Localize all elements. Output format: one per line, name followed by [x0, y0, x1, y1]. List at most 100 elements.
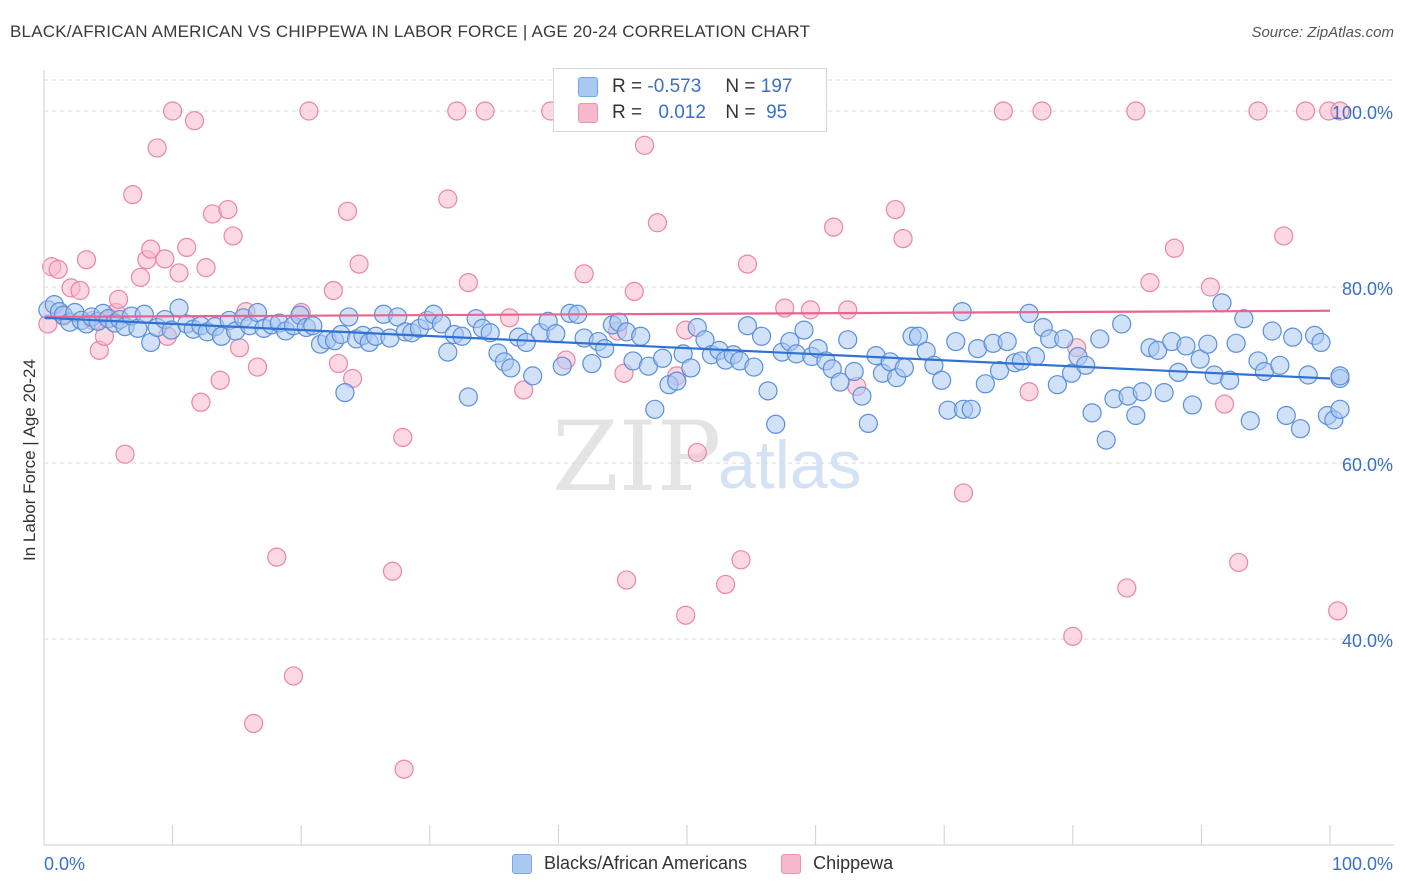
chippewa-point [247, 357, 268, 377]
chippewa-point [76, 250, 97, 270]
chippewa-point [499, 308, 520, 328]
chippewa-point [1229, 552, 1249, 573]
x-tick-label-max: 100.0% [1332, 854, 1393, 874]
black-point [335, 383, 355, 403]
black-point [932, 370, 952, 390]
series-label-black: Blacks/African Americans [544, 853, 748, 873]
chippewa-point [574, 264, 594, 284]
black-point [1025, 346, 1046, 367]
legend-swatch-black [578, 77, 598, 97]
series-legend-black: Blacks/African Americans [512, 853, 747, 874]
chippewa-point [244, 713, 264, 734]
series-legend-chippewa: Chippewa [781, 853, 893, 874]
chippewa-point [141, 239, 161, 259]
chippewa-point [731, 550, 751, 570]
black-point [1076, 355, 1096, 375]
chippewa-point [1063, 626, 1083, 646]
chippewa-point [514, 380, 534, 400]
chippewa-point [349, 254, 369, 274]
chippewa-point [953, 483, 974, 503]
chippewa-point [382, 561, 403, 581]
chippewa-point [616, 570, 637, 590]
black-point [169, 298, 189, 318]
black-point [438, 342, 458, 362]
black-point [1082, 403, 1102, 423]
chippewa-point [337, 201, 358, 221]
black-point [852, 386, 872, 406]
chippewa-point [163, 101, 183, 121]
black-point [1220, 370, 1240, 390]
axes [43, 70, 1394, 846]
black-point [303, 316, 323, 336]
black-point [1283, 327, 1303, 347]
black-point [516, 332, 536, 353]
chippewa-point [393, 427, 413, 448]
black-point [1270, 355, 1290, 375]
chippewa-point [715, 574, 736, 595]
tick-labels: 40.0% 60.0% 80.0% 100.0% 0.0% 100.0% [44, 103, 1393, 874]
chippewa-point [196, 258, 216, 278]
chippewa-point [267, 547, 287, 567]
chippewa-point [328, 353, 349, 374]
black-point [1276, 405, 1296, 426]
black-point [1190, 349, 1210, 369]
black-point [894, 358, 914, 378]
chippewa-point [737, 254, 758, 274]
y-axis-label: In Labor Force | Age 20-24 [20, 359, 39, 561]
y-tick-label: 80.0% [1342, 279, 1393, 299]
black-point [1182, 395, 1202, 415]
watermark: ZIP atlas [552, 401, 862, 513]
chippewa-point [177, 237, 197, 257]
black-point [1298, 365, 1318, 385]
black-point [1112, 314, 1132, 334]
y-tick-label: 60.0% [1342, 455, 1393, 475]
legend-n-value: 197 [760, 76, 793, 97]
black-point [458, 387, 478, 407]
black-point [751, 326, 772, 346]
source-label: Source: ZipAtlas.com [1251, 24, 1394, 41]
chippewa-point [1295, 101, 1316, 121]
y-tick-label: 100.0% [1332, 103, 1393, 123]
chippewa-point [299, 101, 319, 121]
chippewa-point [147, 138, 167, 158]
black-point [1330, 366, 1350, 386]
chippewa-point [838, 300, 858, 320]
black-point [758, 381, 778, 401]
black-point [523, 366, 543, 386]
chart-title: BLACK/AFRICAN AMERICAN VS CHIPPEWA IN LA… [10, 22, 811, 41]
watermark-atlas: atlas [718, 427, 862, 503]
black-point [844, 361, 864, 382]
chippewa-point [475, 101, 495, 121]
legend-r-label: R = [612, 102, 643, 123]
chippewa-point [1214, 394, 1235, 414]
black-point [1262, 321, 1282, 341]
black-point [1311, 332, 1331, 353]
chippewa-point [993, 101, 1013, 121]
chippewa-point [447, 101, 467, 121]
black-point [1240, 411, 1260, 431]
black-point [582, 353, 602, 374]
black-point [552, 356, 572, 376]
legend-row-chippewa: R = 0.012 N = 95 [578, 101, 787, 125]
black-point [830, 372, 850, 392]
black-point [652, 348, 673, 368]
chippewa-point [824, 217, 844, 237]
chippewa-point [1019, 382, 1039, 402]
black-point [838, 330, 858, 350]
black-point [946, 331, 966, 352]
black-point [546, 324, 566, 344]
legend-swatch-chippewa [578, 103, 598, 123]
black-point [631, 326, 651, 346]
chippewa-point [218, 199, 238, 220]
chippewa-point [1164, 238, 1184, 258]
chippewa-point [1032, 101, 1052, 121]
series-swatch-black [512, 853, 532, 874]
black-point [961, 399, 981, 419]
chippewa-point [1248, 101, 1268, 121]
black-point [1290, 419, 1311, 439]
black-point [1226, 333, 1246, 353]
stats-legend: R = -0.573 N = 197 R = 0.012 N = 95 [553, 68, 827, 132]
chippewa-point [1140, 273, 1160, 293]
chippewa-point [48, 259, 68, 279]
